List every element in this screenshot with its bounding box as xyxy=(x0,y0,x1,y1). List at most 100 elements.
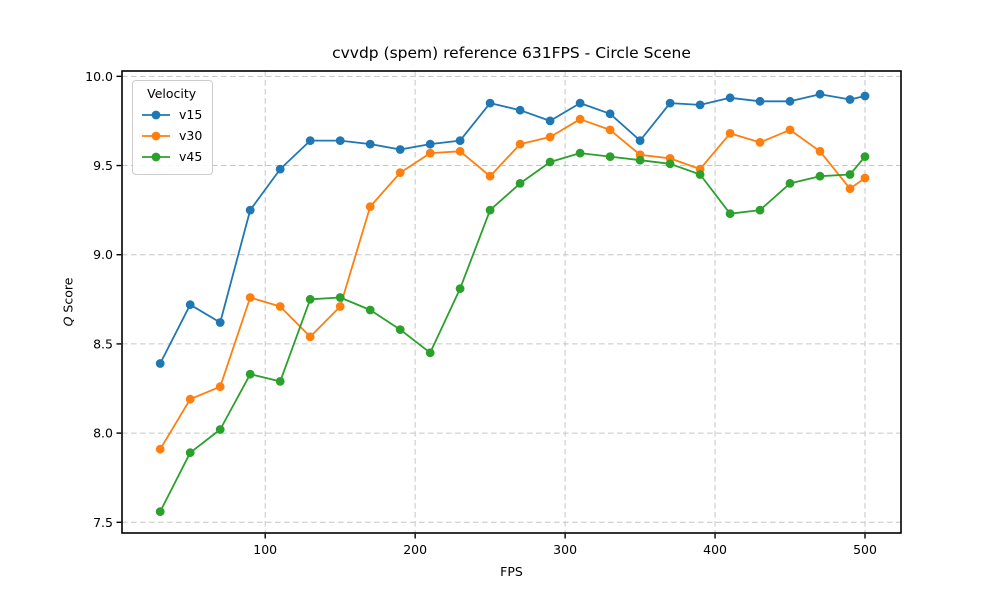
x-tick-label: 400 xyxy=(703,542,727,557)
series-v15-point xyxy=(215,318,225,327)
y-tick-label: 7.5 xyxy=(93,515,113,530)
y-axis-label-rest: Score xyxy=(60,277,76,317)
series-v45-point xyxy=(365,305,375,315)
legend-title: Velocity xyxy=(147,86,197,101)
series-v30-point xyxy=(755,138,765,147)
series-v45-point xyxy=(485,205,495,215)
series-v45-point xyxy=(455,284,465,293)
series-v15-point xyxy=(335,136,345,146)
y-tick-label: 8.5 xyxy=(93,336,113,351)
series-v45-point xyxy=(335,293,345,302)
series-v15-point xyxy=(425,139,435,149)
series-v45-point xyxy=(785,179,795,188)
series-v15-point xyxy=(845,95,855,104)
series-v45-point xyxy=(815,171,825,181)
series-v45-point xyxy=(725,209,735,219)
series-v30-point xyxy=(515,139,525,149)
series-v30-point xyxy=(365,202,375,212)
series-v30-point xyxy=(860,173,870,183)
legend-swatch-icon xyxy=(142,131,170,140)
legend-item-v15: v15 xyxy=(141,104,202,125)
series-v15-point xyxy=(515,105,525,115)
series-v15-point xyxy=(305,136,315,146)
x-tick-label: 200 xyxy=(403,542,427,557)
series-v30-point xyxy=(425,148,435,158)
chart-title: cvvdp (spem) reference 631FPS - Circle S… xyxy=(332,44,691,62)
series-v30-point xyxy=(275,302,285,311)
series-v15-point xyxy=(155,359,165,368)
series-v45-point xyxy=(275,377,285,386)
series-v15-point xyxy=(395,145,405,154)
series-v30-point xyxy=(485,171,495,181)
series-v15-point xyxy=(665,98,675,108)
x-tick-label: 500 xyxy=(853,542,877,557)
series-v45-point xyxy=(695,170,705,179)
series-v45-point xyxy=(305,294,315,304)
series-v45-point xyxy=(605,152,615,162)
series-v15-point xyxy=(635,136,645,146)
y-tick-label: 8.0 xyxy=(93,426,113,441)
series-v45-point xyxy=(845,170,855,179)
legend-item-label: v45 xyxy=(179,149,203,164)
series-v30-point xyxy=(785,125,795,135)
series-v30-point xyxy=(725,129,735,138)
series-v30-point xyxy=(815,146,825,156)
series-v15-point xyxy=(245,205,255,215)
legend-item-label: v30 xyxy=(179,128,203,143)
series-v45-point xyxy=(215,425,225,434)
series-v30-point xyxy=(605,125,615,135)
series-v45-point xyxy=(245,369,255,379)
series-v15-point xyxy=(605,109,615,119)
legend-item-v30: v30 xyxy=(141,125,202,146)
series-v30-point xyxy=(545,132,555,142)
series-v45-point xyxy=(395,325,405,334)
x-tick-label: 300 xyxy=(553,542,577,557)
series-v15-point xyxy=(275,164,285,174)
x-axis-label: FPS xyxy=(500,564,523,579)
series-v15-point xyxy=(725,93,735,103)
legend-items: v15 v30 v45 xyxy=(141,104,202,167)
series-v15-point xyxy=(455,136,465,146)
plot-border xyxy=(121,70,902,534)
series-v45-point xyxy=(860,152,870,162)
y-axis-label-italic: Q xyxy=(60,316,76,327)
series-v30-point xyxy=(185,394,195,404)
series-v45-point xyxy=(545,157,555,167)
series-v15-point xyxy=(545,116,555,126)
y-tick-label: 10.0 xyxy=(85,69,113,84)
series-v15-point xyxy=(785,96,795,106)
series-v15-point xyxy=(365,139,375,149)
x-tick-label: 100 xyxy=(253,542,277,557)
series-v15-point xyxy=(815,89,825,99)
series-v15-point xyxy=(185,300,195,310)
series-v30-point xyxy=(155,444,165,454)
legend-swatch-icon xyxy=(142,110,170,119)
series-v30-point xyxy=(845,184,855,194)
series-v30-point xyxy=(335,302,345,311)
legend-swatch-icon xyxy=(142,152,170,161)
series-v15-point xyxy=(485,98,495,108)
series-v15-line xyxy=(159,93,866,364)
series-v30-point xyxy=(245,293,255,302)
series-v30-line xyxy=(159,118,866,450)
series-v15-point xyxy=(860,91,870,101)
series-v45-point xyxy=(155,507,165,516)
series-v30-point xyxy=(305,332,315,342)
y-tick-label: 9.0 xyxy=(93,247,113,262)
series-v15-point xyxy=(755,96,765,106)
series-v30-point xyxy=(215,382,225,392)
series-v45-point xyxy=(665,159,675,169)
series-v45-point xyxy=(515,179,525,188)
series-v30-point xyxy=(575,114,585,124)
legend: Velocity v15 v30 v45 xyxy=(132,80,214,175)
series-v30-point xyxy=(395,168,405,178)
series-v45-point xyxy=(425,348,435,358)
series-v45-point xyxy=(185,448,195,458)
series-v15-point xyxy=(695,100,705,110)
series-v30-point xyxy=(455,146,465,156)
series-v45-point xyxy=(575,148,585,158)
series-v15-point xyxy=(575,98,585,108)
legend-item-label: v15 xyxy=(179,107,203,122)
